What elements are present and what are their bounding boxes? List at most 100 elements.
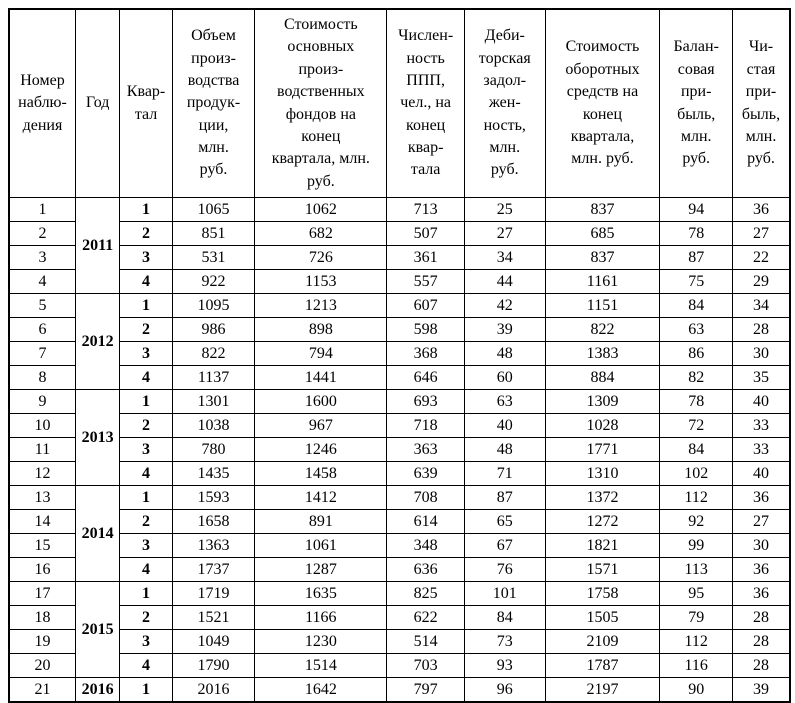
working_capital-cell: 822 (544, 317, 661, 342)
receivables-cell: 60 (463, 365, 546, 390)
fixed_assets-cell: 1213 (254, 293, 388, 318)
headcount-cell: 363 (386, 437, 465, 462)
table-row: 3 3 531 726 361 34 837 87 22 (8, 245, 791, 270)
headcount-cell: 514 (386, 629, 465, 654)
headcount-cell: 622 (386, 605, 465, 630)
working_capital-cell: 1821 (544, 533, 661, 558)
fixed_assets-cell: 1230 (254, 629, 388, 654)
receivables-cell: 84 (463, 605, 546, 630)
receivables-cell: 42 (463, 293, 546, 318)
quarter-cell: 1 (119, 389, 173, 414)
headcount-cell: 614 (386, 509, 465, 534)
observation-number-cell: 20 (8, 653, 76, 678)
receivables-cell: 101 (463, 581, 546, 606)
working_capital-cell: 1505 (544, 605, 661, 630)
table-row: 19 3 1049 1230 514 73 2109 112 28 (8, 629, 791, 654)
production_volume-cell: 1593 (171, 485, 256, 510)
production_volume-cell: 1658 (171, 509, 256, 534)
headcount-cell: 368 (386, 341, 465, 366)
fixed_assets-cell: 1166 (254, 605, 388, 630)
fixed_assets-cell: 967 (254, 413, 388, 438)
year-cell: 2014 (74, 485, 121, 582)
headcount-cell: 348 (386, 533, 465, 558)
receivables-cell: 93 (463, 653, 546, 678)
book_profit-cell: 116 (659, 653, 733, 678)
book_profit-cell: 84 (659, 293, 733, 318)
headcount-cell: 797 (386, 677, 465, 703)
working_capital-cell: 1758 (544, 581, 661, 606)
headcount-cell: 598 (386, 317, 465, 342)
production_volume-cell: 1065 (171, 197, 256, 222)
observation-number-cell: 7 (8, 341, 76, 366)
working_capital-cell: 685 (544, 221, 661, 246)
working_capital-cell: 1161 (544, 269, 661, 294)
working_capital-cell: 2197 (544, 677, 661, 703)
fixed_assets-cell: 1441 (254, 365, 388, 390)
book_profit-cell: 92 (659, 509, 733, 534)
table-row: 12 4 1435 1458 639 71 1310 102 40 (8, 461, 791, 486)
net_profit-cell: 27 (731, 509, 791, 534)
production_volume-cell: 780 (171, 437, 256, 462)
working_capital-cell: 1383 (544, 341, 661, 366)
book_profit-cell: 84 (659, 437, 733, 462)
table-row: 20 4 1790 1514 703 93 1787 116 28 (8, 653, 791, 678)
working_capital-cell: 1028 (544, 413, 661, 438)
fixed_assets-cell: 1287 (254, 557, 388, 582)
net_profit-cell: 39 (731, 677, 791, 703)
net_profit-cell: 28 (731, 629, 791, 654)
net_profit-cell: 29 (731, 269, 791, 294)
production_volume-cell: 851 (171, 221, 256, 246)
headcount-cell: 507 (386, 221, 465, 246)
book_profit-cell: 113 (659, 557, 733, 582)
fixed_assets-cell: 1514 (254, 653, 388, 678)
quarter-cell: 4 (119, 269, 173, 294)
net_profit-cell: 36 (731, 581, 791, 606)
headcount-cell: 718 (386, 413, 465, 438)
book_profit-cell: 86 (659, 341, 733, 366)
production_volume-cell: 922 (171, 269, 256, 294)
header-fixed-assets-cost: Стоимость основных произ- водственных фо… (254, 8, 388, 198)
receivables-cell: 40 (463, 413, 546, 438)
header-net-profit: Чи- стая при- быль, млн. руб. (731, 8, 791, 198)
net_profit-cell: 30 (731, 341, 791, 366)
production_volume-cell: 2016 (171, 677, 256, 703)
net_profit-cell: 28 (731, 317, 791, 342)
working_capital-cell: 1272 (544, 509, 661, 534)
fixed_assets-cell: 1061 (254, 533, 388, 558)
headcount-cell: 825 (386, 581, 465, 606)
fixed_assets-cell: 794 (254, 341, 388, 366)
observation-number-cell: 1 (8, 197, 76, 222)
table-row: 11 3 780 1246 363 48 1771 84 33 (8, 437, 791, 462)
working_capital-cell: 1571 (544, 557, 661, 582)
year-cell: 2016 (74, 677, 121, 703)
fixed_assets-cell: 891 (254, 509, 388, 534)
quarter-cell: 1 (119, 677, 173, 703)
quarter-cell: 1 (119, 197, 173, 222)
quarter-cell: 3 (119, 341, 173, 366)
headcount-cell: 639 (386, 461, 465, 486)
production_volume-cell: 1095 (171, 293, 256, 318)
receivables-cell: 27 (463, 221, 546, 246)
fixed_assets-cell: 682 (254, 221, 388, 246)
receivables-cell: 48 (463, 437, 546, 462)
net_profit-cell: 36 (731, 485, 791, 510)
working_capital-cell: 2109 (544, 629, 661, 654)
header-observation-number: Номер наблю- дения (8, 8, 76, 198)
headcount-cell: 713 (386, 197, 465, 222)
receivables-cell: 87 (463, 485, 546, 510)
headcount-cell: 636 (386, 557, 465, 582)
production_volume-cell: 986 (171, 317, 256, 342)
receivables-cell: 65 (463, 509, 546, 534)
book_profit-cell: 95 (659, 581, 733, 606)
book_profit-cell: 99 (659, 533, 733, 558)
quarter-cell: 4 (119, 461, 173, 486)
production_volume-cell: 1790 (171, 653, 256, 678)
headcount-cell: 607 (386, 293, 465, 318)
production_volume-cell: 531 (171, 245, 256, 270)
header-working-capital-cost: Стоимость оборотных средств на конец ква… (544, 8, 661, 198)
book_profit-cell: 63 (659, 317, 733, 342)
book_profit-cell: 79 (659, 605, 733, 630)
observation-number-cell: 21 (8, 677, 76, 703)
production_volume-cell: 1049 (171, 629, 256, 654)
working_capital-cell: 1309 (544, 389, 661, 414)
